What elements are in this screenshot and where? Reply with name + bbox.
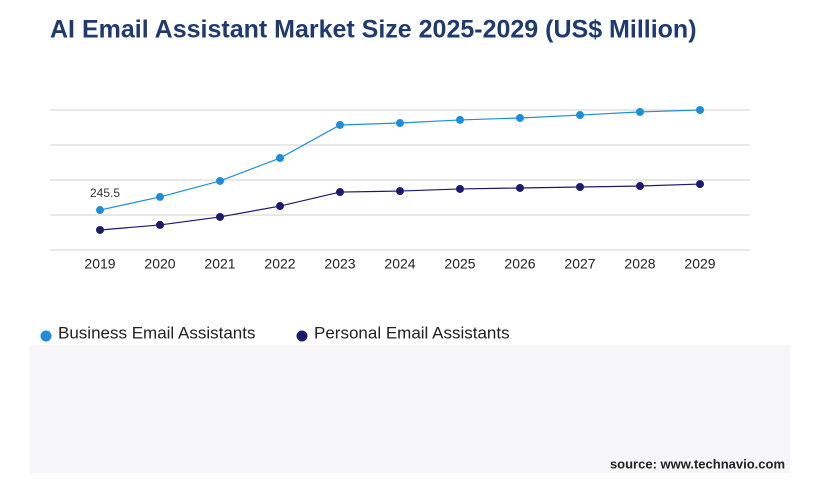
data-point <box>576 183 584 191</box>
x-tick-label: 2022 <box>264 256 295 272</box>
legend-marker <box>296 330 308 342</box>
data-point <box>156 220 164 229</box>
x-tick-label: 2029 <box>684 256 715 272</box>
data-point <box>396 187 404 196</box>
data-point <box>636 107 644 116</box>
data-point <box>576 111 584 120</box>
legend-label: Personal Email Assistants <box>314 323 510 342</box>
data-point <box>216 212 224 221</box>
legend-marker <box>40 330 52 342</box>
x-tick-label: 2023 <box>324 256 355 272</box>
data-point <box>516 183 524 192</box>
x-tick-label: 2027 <box>564 256 595 272</box>
data-point <box>696 180 704 189</box>
data-point <box>276 154 284 163</box>
x-tick-label: 2024 <box>384 256 415 272</box>
data-point <box>156 192 164 201</box>
data-point <box>336 188 344 197</box>
data-point <box>456 115 464 124</box>
data-point <box>276 202 284 211</box>
data-point <box>456 184 464 193</box>
data-point <box>216 176 224 185</box>
x-tick-label: 2026 <box>504 256 535 272</box>
legend-panel <box>30 345 790 473</box>
data-point <box>336 120 344 129</box>
data-point <box>636 182 644 191</box>
data-point <box>96 225 104 234</box>
source: source: www.technavio.com <box>610 456 785 471</box>
data-point <box>696 106 704 114</box>
data-point <box>396 119 404 128</box>
x-tick-label: 2021 <box>204 256 235 272</box>
data-point <box>96 206 104 215</box>
x-tick-label: 2025 <box>444 256 475 272</box>
chart-title: AI Email Assistant Market Size 2025-2029… <box>50 16 697 44</box>
data-label: 245.5 <box>90 186 120 200</box>
x-tick-label: 2019 <box>84 256 115 272</box>
x-tick-label: 2028 <box>624 256 655 272</box>
x-tick-label: 2020 <box>144 256 175 272</box>
legend-label: Business Email Assistants <box>58 323 255 342</box>
data-point <box>516 113 524 122</box>
